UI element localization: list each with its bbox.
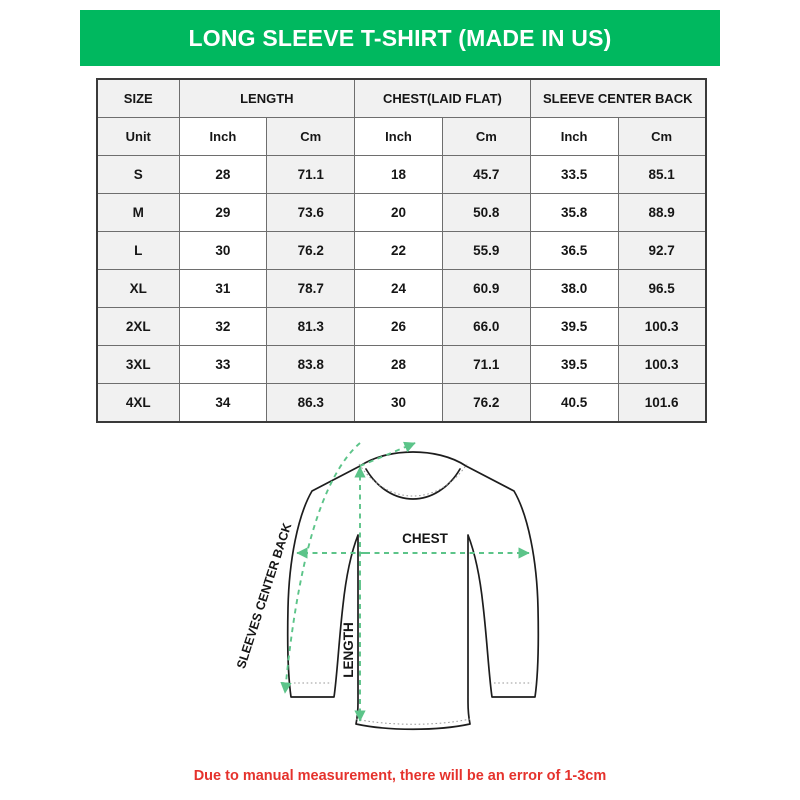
cell-length-inch: 28 xyxy=(178,155,268,194)
cell-length-inch: 31 xyxy=(178,269,268,308)
cell-chest-cm: 60.9 xyxy=(441,269,531,308)
cell-size: XL xyxy=(96,269,180,308)
cell-chest-cm: 71.1 xyxy=(441,345,531,384)
cell-length-cm: 73.6 xyxy=(266,193,356,232)
cell-sleeve-cm: 96.5 xyxy=(617,269,707,308)
header-length: LENGTH xyxy=(178,78,356,118)
header-sleeve-inch: Inch xyxy=(529,117,619,156)
cell-length-inch: 30 xyxy=(178,231,268,270)
cell-sleeve-inch: 38.0 xyxy=(529,269,619,308)
sleeves-center-back-label: SLEEVES CENTER BACK xyxy=(234,521,294,670)
header-size: SIZE xyxy=(96,78,180,118)
page-title: LONG SLEEVE T-SHIRT (MADE IN US) xyxy=(188,24,612,51)
stitch-detail-lines xyxy=(294,463,532,725)
cell-size: M xyxy=(96,193,180,232)
table-unit-header-row: Unit Inch Cm Inch Cm Inch Cm xyxy=(96,117,707,156)
size-chart-table: SIZE LENGTH CHEST(LAID FLAT) SLEEVE CENT… xyxy=(96,78,707,423)
cell-length-cm: 81.3 xyxy=(266,307,356,346)
cell-length-inch: 33 xyxy=(178,345,268,384)
cell-chest-cm: 50.8 xyxy=(441,193,531,232)
measurement-arrows xyxy=(280,441,530,722)
cell-size: 3XL xyxy=(96,345,180,384)
table-row: M 29 73.6 20 50.8 35.8 88.9 xyxy=(96,193,707,232)
cell-sleeve-inch: 40.5 xyxy=(529,383,619,423)
table-row: XL 31 78.7 24 60.9 38.0 96.5 xyxy=(96,269,707,308)
cell-chest-cm: 66.0 xyxy=(441,307,531,346)
cell-sleeve-cm: 101.6 xyxy=(617,383,707,423)
cell-sleeve-cm: 92.7 xyxy=(617,231,707,270)
cell-sleeve-inch: 33.5 xyxy=(529,155,619,194)
cell-chest-inch: 24 xyxy=(354,269,443,308)
cell-chest-inch: 18 xyxy=(354,155,443,194)
cell-length-inch: 34 xyxy=(178,383,268,423)
cell-chest-inch: 20 xyxy=(354,193,443,232)
cell-sleeve-cm: 100.3 xyxy=(617,307,707,346)
title-banner: LONG SLEEVE T-SHIRT (MADE IN US) xyxy=(80,10,720,66)
measurement-disclaimer: Due to manual measurement, there will be… xyxy=(193,768,607,784)
cell-chest-cm: 45.7 xyxy=(441,155,531,194)
header-sleeve-cm: Cm xyxy=(617,117,707,156)
cell-chest-inch: 28 xyxy=(354,345,443,384)
cell-length-inch: 29 xyxy=(178,193,268,232)
table-group-header-row: SIZE LENGTH CHEST(LAID FLAT) SLEEVE CENT… xyxy=(96,78,707,118)
cell-chest-inch: 26 xyxy=(354,307,443,346)
table-row: 2XL 32 81.3 26 66.0 39.5 100.3 xyxy=(96,307,707,346)
cell-size: L xyxy=(96,231,180,270)
header-unit: Unit xyxy=(96,117,180,156)
cell-sleeve-inch: 39.5 xyxy=(529,345,619,384)
header-chest-cm: Cm xyxy=(441,117,531,156)
cell-length-cm: 71.1 xyxy=(266,155,356,194)
table-row: S 28 71.1 18 45.7 33.5 85.1 xyxy=(96,155,707,194)
table-row: 3XL 33 83.8 28 71.1 39.5 100.3 xyxy=(96,345,707,384)
cell-length-cm: 86.3 xyxy=(266,383,356,423)
cell-chest-inch: 30 xyxy=(354,383,443,423)
cell-size: S xyxy=(96,155,180,194)
center-back-top-arrow xyxy=(359,441,416,467)
header-length-inch: Inch xyxy=(178,117,268,156)
header-chest-inch: Inch xyxy=(354,117,443,156)
cell-length-inch: 32 xyxy=(178,307,268,346)
cell-sleeve-inch: 36.5 xyxy=(529,231,619,270)
length-label: LENGTH xyxy=(341,622,356,678)
header-chest: CHEST(LAID FLAT) xyxy=(354,78,531,118)
header-sleeve-center-back: SLEEVE CENTER BACK xyxy=(529,78,707,118)
chest-label: CHEST xyxy=(402,531,449,546)
cell-sleeve-cm: 88.9 xyxy=(617,193,707,232)
cell-length-cm: 83.8 xyxy=(266,345,356,384)
header-length-cm: Cm xyxy=(266,117,356,156)
cell-length-cm: 78.7 xyxy=(266,269,356,308)
cell-chest-cm: 76.2 xyxy=(441,383,531,423)
cell-length-cm: 76.2 xyxy=(266,231,356,270)
cell-sleeve-cm: 100.3 xyxy=(617,345,707,384)
cell-chest-cm: 55.9 xyxy=(441,231,531,270)
garment-diagram: CHEST LENGTH SLEEVES CENTER BACK xyxy=(225,425,575,755)
table-row: L 30 76.2 22 55.9 36.5 92.7 xyxy=(96,231,707,270)
cell-sleeve-inch: 39.5 xyxy=(529,307,619,346)
sleeves-center-back-arrow xyxy=(280,442,361,694)
cell-size: 2XL xyxy=(96,307,180,346)
table-row: 4XL 34 86.3 30 76.2 40.5 101.6 xyxy=(96,383,707,423)
cell-sleeve-cm: 85.1 xyxy=(617,155,707,194)
cell-sleeve-inch: 35.8 xyxy=(529,193,619,232)
cell-size: 4XL xyxy=(96,383,180,423)
cell-chest-inch: 22 xyxy=(354,231,443,270)
